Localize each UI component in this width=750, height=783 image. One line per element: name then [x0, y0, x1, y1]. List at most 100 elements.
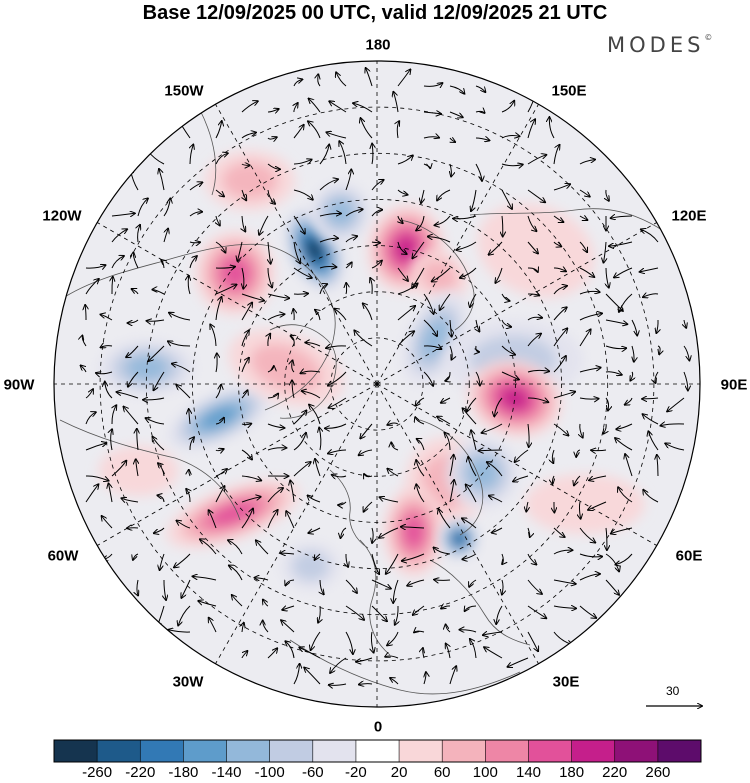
wind-vector [445, 371, 450, 381]
wind-vector [397, 156, 413, 165]
wind-vector [579, 553, 602, 557]
wind-vector [189, 470, 190, 477]
wind-vector [85, 279, 99, 295]
wind-vector [189, 409, 190, 425]
colorbar-segment [399, 740, 443, 762]
wind-vector [345, 236, 357, 243]
wind-vector [101, 346, 113, 348]
wind-vector [237, 241, 243, 261]
wind-vector [319, 179, 338, 191]
colorbar-tick-label: -140 [211, 764, 242, 781]
colorbar-segment [614, 740, 658, 762]
wind-vector [625, 454, 633, 477]
wind-vector [193, 576, 217, 581]
wind-vector [85, 475, 109, 481]
wind-vector [508, 657, 529, 667]
modes-logo: MODES© [607, 33, 712, 57]
wind-vector [315, 459, 321, 477]
wind-vector [371, 261, 382, 269]
anomaly-contour [209, 501, 257, 526]
wind-vector [397, 331, 414, 347]
colorbar-tick-label: -180 [168, 764, 199, 781]
lon-label-180: 180 [365, 36, 391, 54]
wind-vector [186, 489, 190, 503]
wind-vector [579, 527, 595, 543]
wind-vector [435, 215, 451, 225]
wind-vector [292, 380, 294, 399]
wind-vector [552, 449, 554, 463]
wind-vector [267, 448, 286, 450]
wind-vector [359, 449, 373, 455]
wind-vector [579, 574, 600, 581]
colorbar-tick-label: -60 [301, 764, 324, 781]
meridian [97, 383, 378, 546]
wind-vector [290, 481, 295, 503]
wind-vector [579, 291, 600, 295]
wind-vector [209, 618, 217, 633]
wind-vector [189, 256, 197, 269]
wind-vector [345, 170, 351, 191]
wind-vector [684, 319, 686, 328]
wind-vector [174, 553, 191, 567]
wind-vector [371, 210, 382, 217]
wind-vector [364, 501, 373, 512]
wind-vector [281, 620, 295, 633]
wind-vector [305, 343, 321, 347]
lon-label-120e: 120E [671, 207, 707, 225]
wind-vector [616, 553, 633, 565]
colorbar-segment [528, 740, 572, 762]
wind-vector [395, 605, 398, 625]
wind-vector [553, 215, 563, 222]
wind-vector [126, 345, 139, 357]
anomaly-center [98, 445, 179, 496]
wind-vector [513, 475, 529, 481]
colorbar-tick-label: 220 [602, 764, 628, 781]
wind-vector [470, 293, 477, 307]
wind-vectors [81, 68, 690, 685]
wind-vector [453, 215, 477, 219]
meridian [376, 383, 657, 546]
wind-vector [138, 225, 140, 243]
wind-vector [163, 199, 170, 217]
wind-vector [215, 121, 222, 139]
meridian [215, 104, 378, 385]
anomaly-center [439, 518, 480, 559]
wind-vector [241, 164, 250, 165]
colorbar-tick-label: -220 [125, 764, 156, 781]
wind-vector [111, 256, 124, 269]
wind-vector [655, 371, 659, 383]
wind-vector [216, 353, 217, 373]
wind-vector [579, 189, 590, 197]
wind-vector [385, 656, 399, 659]
colorbar-segment [312, 740, 356, 762]
wind-vector [345, 262, 352, 269]
wind-vector [215, 285, 237, 295]
wind-vector [267, 109, 279, 112]
wind-vector [527, 579, 542, 594]
wind-vector [441, 397, 451, 403]
wind-vector [293, 241, 300, 263]
wind-vector [127, 528, 139, 529]
wind-vector [229, 566, 243, 581]
wind-vector [501, 319, 511, 327]
wind-vector [345, 579, 357, 593]
wind-vector [412, 241, 425, 258]
wind-vector [432, 267, 451, 281]
colorbar-segment [657, 740, 701, 762]
wind-vector [397, 70, 410, 87]
wind-vector [105, 382, 113, 399]
wind-vector [619, 293, 633, 312]
wind-vector [215, 267, 235, 268]
wind-vector [642, 398, 659, 399]
wind-vector [189, 242, 200, 243]
wind-vector [553, 606, 576, 608]
wind-vector [434, 548, 451, 555]
wind-vector [189, 182, 202, 191]
wind-vector [553, 145, 560, 165]
wind-vector [359, 684, 373, 685]
wind-vector [133, 253, 139, 269]
wind-vector [553, 356, 566, 373]
wind-vector [658, 345, 660, 354]
wind-vector [293, 462, 311, 477]
